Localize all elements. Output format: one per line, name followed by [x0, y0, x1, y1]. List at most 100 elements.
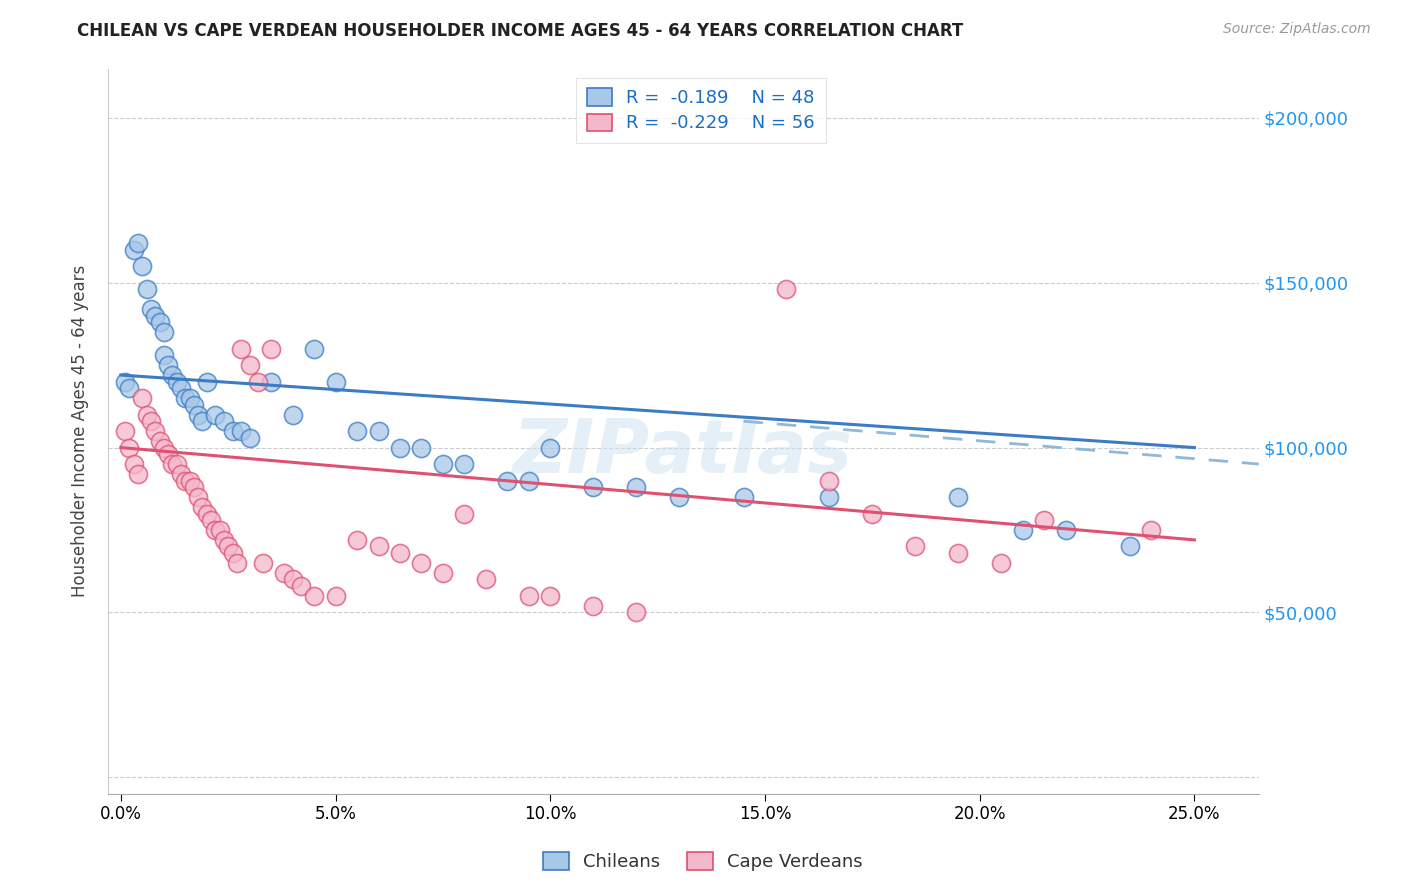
Point: [221, 424, 243, 438]
Point: [239, 358, 262, 372]
Point: [114, 424, 136, 438]
Point: [157, 447, 180, 461]
Point: [538, 589, 561, 603]
Point: [212, 414, 235, 428]
Point: [818, 474, 841, 488]
Point: [411, 556, 433, 570]
Point: [225, 556, 247, 570]
Point: [122, 243, 145, 257]
Point: [247, 375, 270, 389]
Point: [191, 414, 214, 428]
Point: [538, 441, 561, 455]
Point: [157, 358, 180, 372]
Point: [135, 408, 157, 422]
Text: Source: ZipAtlas.com: Source: ZipAtlas.com: [1223, 22, 1371, 37]
Point: [239, 431, 262, 445]
Point: [775, 282, 797, 296]
Point: [191, 500, 214, 514]
Point: [517, 589, 540, 603]
Point: [367, 540, 389, 554]
Point: [624, 606, 647, 620]
Point: [281, 408, 304, 422]
Point: [212, 533, 235, 547]
Point: [302, 342, 325, 356]
Point: [153, 325, 176, 339]
Point: [148, 434, 170, 448]
Point: [114, 375, 136, 389]
Point: [1054, 523, 1077, 537]
Point: [162, 457, 184, 471]
Legend: R =  -0.189    N = 48, R =  -0.229    N = 56: R = -0.189 N = 48, R = -0.229 N = 56: [575, 78, 825, 143]
Point: [170, 381, 193, 395]
Point: [1140, 523, 1163, 537]
Point: [860, 507, 883, 521]
Point: [582, 599, 605, 613]
Point: [733, 490, 755, 504]
Point: [367, 424, 389, 438]
Point: [118, 441, 141, 455]
Point: [221, 546, 243, 560]
Point: [195, 375, 218, 389]
Point: [346, 424, 368, 438]
Point: [187, 490, 209, 504]
Y-axis label: Householder Income Ages 45 - 64 years: Householder Income Ages 45 - 64 years: [72, 265, 89, 598]
Point: [411, 441, 433, 455]
Point: [948, 546, 970, 560]
Legend: Chileans, Cape Verdeans: Chileans, Cape Verdeans: [536, 846, 870, 879]
Point: [325, 375, 347, 389]
Point: [517, 474, 540, 488]
Text: CHILEAN VS CAPE VERDEAN HOUSEHOLDER INCOME AGES 45 - 64 YEARS CORRELATION CHART: CHILEAN VS CAPE VERDEAN HOUSEHOLDER INCO…: [77, 22, 963, 40]
Point: [453, 457, 475, 471]
Point: [208, 523, 231, 537]
Point: [229, 342, 252, 356]
Point: [273, 566, 295, 580]
Point: [204, 408, 226, 422]
Point: [904, 540, 927, 554]
Point: [432, 457, 454, 471]
Point: [281, 573, 304, 587]
Point: [453, 507, 475, 521]
Point: [174, 391, 197, 405]
Point: [187, 408, 209, 422]
Point: [1119, 540, 1142, 554]
Point: [170, 467, 193, 481]
Point: [195, 507, 218, 521]
Point: [139, 414, 162, 428]
Point: [162, 368, 184, 382]
Point: [179, 474, 201, 488]
Point: [624, 480, 647, 494]
Text: ZIPatlas: ZIPatlas: [513, 417, 853, 490]
Point: [166, 375, 188, 389]
Point: [217, 540, 239, 554]
Point: [179, 391, 201, 405]
Point: [818, 490, 841, 504]
Point: [990, 556, 1012, 570]
Point: [388, 441, 411, 455]
Point: [260, 375, 283, 389]
Point: [148, 315, 170, 329]
Point: [475, 573, 498, 587]
Point: [131, 260, 153, 274]
Point: [582, 480, 605, 494]
Point: [290, 579, 312, 593]
Point: [153, 348, 176, 362]
Point: [204, 523, 226, 537]
Point: [143, 424, 166, 438]
Point: [143, 309, 166, 323]
Point: [200, 513, 222, 527]
Point: [252, 556, 274, 570]
Point: [139, 302, 162, 317]
Point: [127, 236, 149, 251]
Point: [388, 546, 411, 560]
Point: [1011, 523, 1033, 537]
Point: [1033, 513, 1056, 527]
Point: [135, 282, 157, 296]
Point: [153, 441, 176, 455]
Point: [948, 490, 970, 504]
Point: [302, 589, 325, 603]
Point: [122, 457, 145, 471]
Point: [174, 474, 197, 488]
Point: [183, 398, 205, 412]
Point: [325, 589, 347, 603]
Point: [183, 480, 205, 494]
